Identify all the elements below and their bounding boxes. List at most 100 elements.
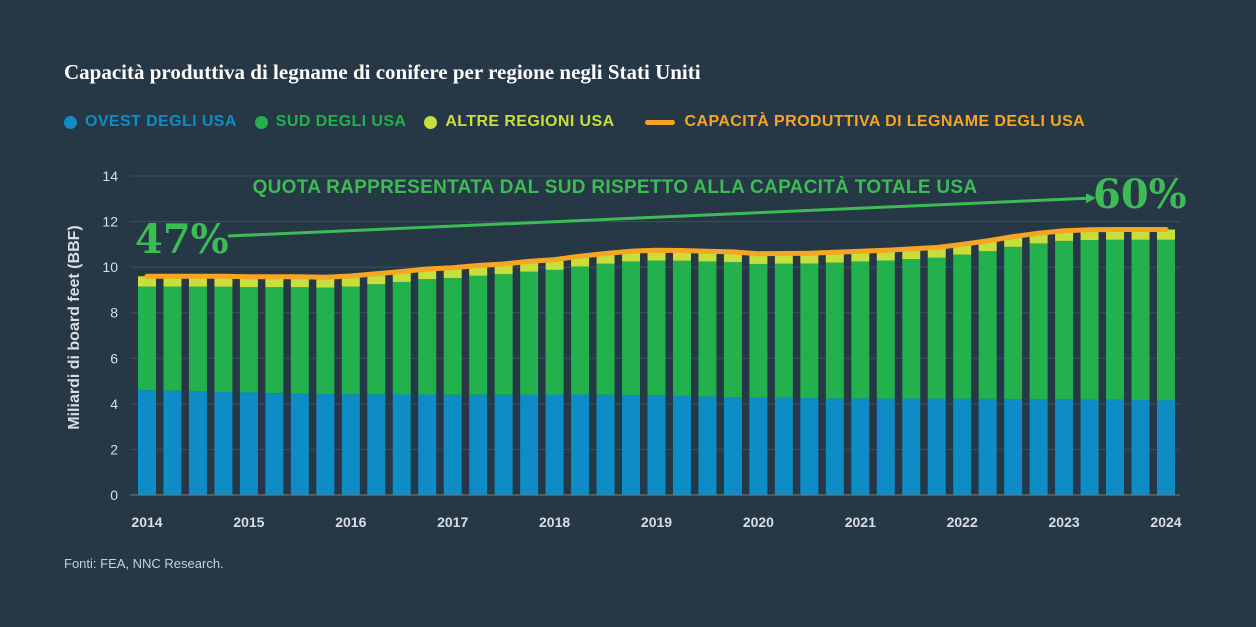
bar-segment-other — [596, 253, 615, 264]
bar-segment-other — [774, 253, 793, 264]
bar-segment-west — [622, 394, 641, 495]
bar-segment-other — [188, 276, 207, 287]
bar-segment-west — [163, 390, 182, 495]
bar-segment-other — [1080, 229, 1099, 241]
x-tick-label: 2018 — [539, 514, 570, 530]
bar-segment-west — [367, 394, 386, 495]
bar-segment-west — [418, 394, 437, 495]
bar-segment-west — [392, 394, 411, 495]
bar-segment-other — [367, 273, 386, 285]
bar-segment-other — [571, 256, 590, 267]
bar-segment-south — [1029, 243, 1048, 400]
bar-segment-west — [953, 398, 972, 495]
bar-segment-other — [469, 265, 488, 276]
annotation-end-label: 60% — [1093, 171, 1187, 218]
bar-segment-other — [520, 261, 539, 272]
bar-segment-south — [316, 287, 335, 395]
bar-segment-west — [290, 393, 309, 495]
x-tick-label: 2021 — [845, 514, 876, 530]
bar-segment-west — [1131, 399, 1150, 495]
bar-segment-south — [902, 259, 921, 399]
bar-segment-south — [1106, 239, 1125, 400]
legend-swatch-west — [64, 115, 77, 129]
bar-segment-other — [545, 259, 564, 270]
bar-segment-other — [927, 247, 946, 258]
y-tick-label: 4 — [110, 396, 118, 412]
bar-segment-south — [953, 254, 972, 399]
bar-segment-other — [1055, 230, 1074, 241]
annotation-arrow — [227, 193, 1096, 238]
y-tick-label: 10 — [102, 259, 118, 275]
bar-segment-other — [138, 276, 156, 287]
bar-segment-west — [825, 398, 844, 495]
source-note: Fonti: FEA, NNC Research. — [64, 556, 224, 571]
bar-segment-west — [596, 394, 615, 495]
legend-label-west: OVEST DEGLI USA — [85, 113, 237, 130]
bar-segment-south — [367, 284, 386, 395]
bar-segment-south — [1080, 240, 1099, 400]
bar-segment-other — [290, 276, 309, 288]
bar-segment-west — [214, 392, 233, 495]
y-tick-label: 8 — [110, 305, 118, 321]
bar-segment-west — [469, 394, 488, 495]
bar-segment-other — [265, 276, 284, 288]
bar-segment-other — [749, 253, 768, 264]
bar-segment-west — [138, 390, 156, 495]
bar-segment-south — [545, 269, 564, 395]
bar-segment-south — [239, 287, 258, 393]
y-tick-label: 2 — [110, 441, 118, 457]
bar-segment-west — [341, 394, 360, 495]
legend-item-west: OVEST DEGLI USA — [64, 113, 237, 131]
bar-segment-other — [443, 267, 462, 279]
bar-segment-south — [596, 263, 615, 395]
x-tick-label: 2023 — [1049, 514, 1080, 530]
bar-segment-south — [851, 261, 870, 399]
bar-segment-south — [647, 260, 666, 396]
bar-segment-south — [1131, 239, 1150, 400]
legend-label-other: ALTRE REGIONI USA — [445, 113, 615, 130]
x-tick-label: 2024 — [1150, 514, 1181, 530]
bar-segment-south — [978, 251, 997, 399]
bar-segment-west — [647, 395, 666, 495]
bar-segment-west — [494, 394, 513, 495]
bar-segment-other — [953, 244, 972, 255]
bar-segment-south — [341, 286, 360, 395]
bar-segment-south — [520, 271, 539, 395]
chart-title: Capacità produttiva di legname di conife… — [64, 60, 701, 84]
legend-label-south: SUD DEGLI USA — [275, 113, 407, 130]
bar-segment-other — [1029, 233, 1048, 244]
y-tick-label: 12 — [102, 214, 118, 230]
bar-segment-west — [774, 397, 793, 495]
bar-segment-west — [1157, 400, 1175, 495]
y-tick-label: 14 — [102, 168, 118, 184]
bar-segment-west — [851, 398, 870, 495]
x-tick-label: 2015 — [233, 514, 264, 530]
bar-segment-west — [1106, 399, 1125, 495]
bar-segment-other — [672, 250, 691, 261]
bar-segment-south — [876, 260, 895, 399]
bar-segment-other — [392, 271, 411, 282]
bar-segment-west — [520, 394, 539, 495]
bar-segment-south — [138, 286, 156, 391]
bar-segment-other — [418, 268, 437, 280]
bar-segment-other — [1157, 229, 1175, 240]
legend-item-other: ALTRE REGIONI USA — [424, 113, 614, 131]
bar-segment-other — [214, 276, 233, 287]
bar-segment-south — [1157, 239, 1175, 401]
legend-item-capacity: CAPACITÀ PRODUTTIVA DI LEGNAME DEGLI USA — [633, 113, 1086, 131]
x-tick-label: 2014 — [131, 514, 162, 530]
bar-segment-other — [163, 276, 182, 287]
y-axis-label: Miliardi di board feet (BBF) — [66, 225, 83, 429]
bar-segment-other — [1131, 229, 1150, 240]
bar-segment-south — [622, 261, 641, 395]
bar-segment-west — [316, 394, 335, 495]
x-tick-label: 2019 — [641, 514, 672, 530]
bar-segment-other — [239, 276, 258, 288]
bar-segment-other — [647, 250, 666, 261]
bar-segment-west — [698, 396, 717, 495]
bar-segment-other — [825, 252, 844, 263]
bar-segment-other — [494, 263, 513, 275]
bar-segment-west — [978, 398, 997, 495]
bar-segment-west — [876, 398, 895, 495]
bar-segment-south — [163, 286, 182, 391]
